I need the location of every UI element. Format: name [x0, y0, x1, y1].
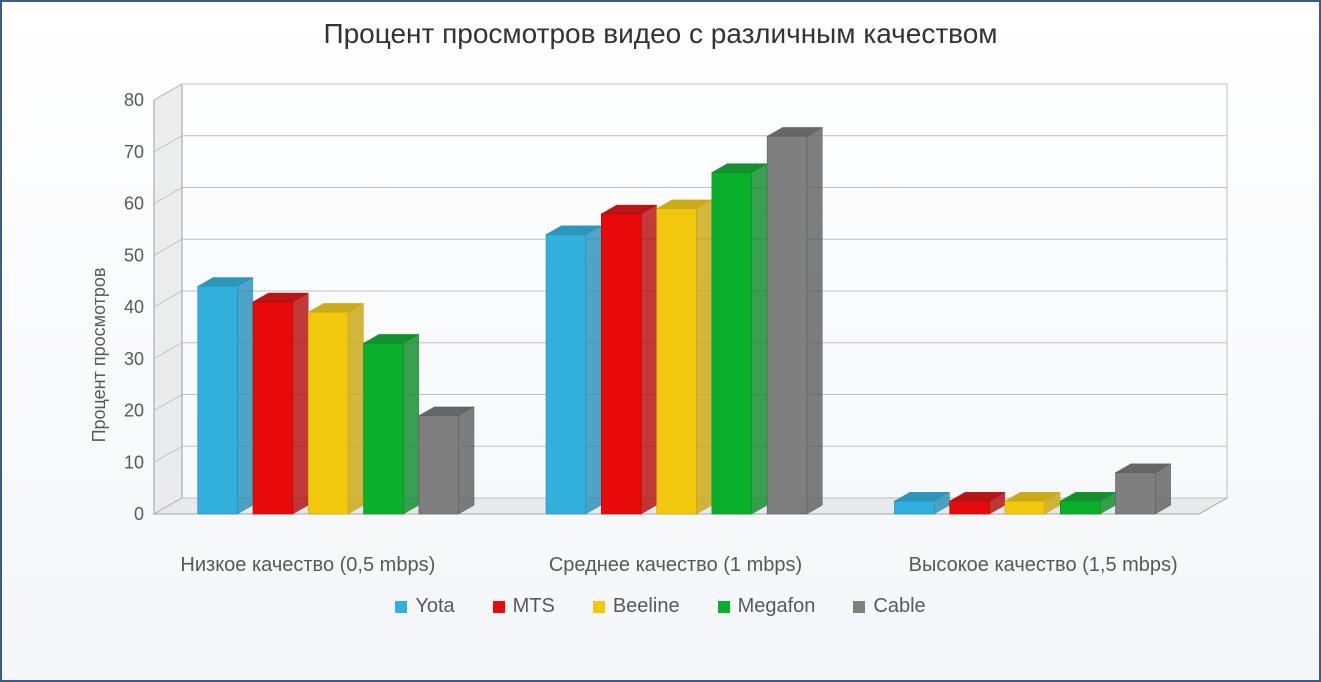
legend-item: Yota	[395, 595, 454, 618]
legend-item: Megafon	[718, 595, 816, 618]
chart-container: Процент просмотров видео с различным кач…	[0, 0, 1321, 682]
legend-swatch	[493, 601, 505, 613]
svg-text:10: 10	[124, 452, 144, 472]
legend-swatch	[395, 601, 407, 613]
legend-label: Beeline	[613, 595, 680, 618]
legend-label: Cable	[873, 595, 925, 618]
svg-text:20: 20	[124, 401, 144, 421]
legend-label: Megafon	[738, 595, 816, 618]
legend-label: Yota	[415, 595, 454, 618]
svg-text:0: 0	[134, 504, 144, 524]
svg-text:30: 30	[124, 349, 144, 369]
category-label: Среднее качество (1 mbps)	[492, 554, 860, 577]
legend-swatch	[718, 601, 730, 613]
plot-area: 0 10 20 30 40 50 60 70 80	[94, 64, 1287, 544]
legend-swatch	[593, 601, 605, 613]
svg-text:40: 40	[124, 297, 144, 317]
legend-swatch	[853, 601, 865, 613]
svg-text:70: 70	[124, 142, 144, 162]
category-labels: Низкое качество (0,5 mbps)Среднее качест…	[124, 554, 1227, 577]
svg-text:80: 80	[124, 90, 144, 110]
legend-label: MTS	[513, 595, 555, 618]
category-label: Низкое качество (0,5 mbps)	[124, 554, 492, 577]
legend-item: Cable	[853, 595, 925, 618]
legend-item: MTS	[493, 595, 555, 618]
category-label: Высокое качество (1,5 mbps)	[859, 554, 1227, 577]
svg-text:60: 60	[124, 194, 144, 214]
legend: Yota MTS Beeline Megafon Cable	[14, 595, 1307, 618]
chart-title: Процент просмотров видео с различным кач…	[14, 18, 1307, 50]
plot-svg: 0 10 20 30 40 50 60 70 80	[94, 64, 1287, 544]
svg-text:50: 50	[124, 245, 144, 265]
legend-item: Beeline	[593, 595, 680, 618]
